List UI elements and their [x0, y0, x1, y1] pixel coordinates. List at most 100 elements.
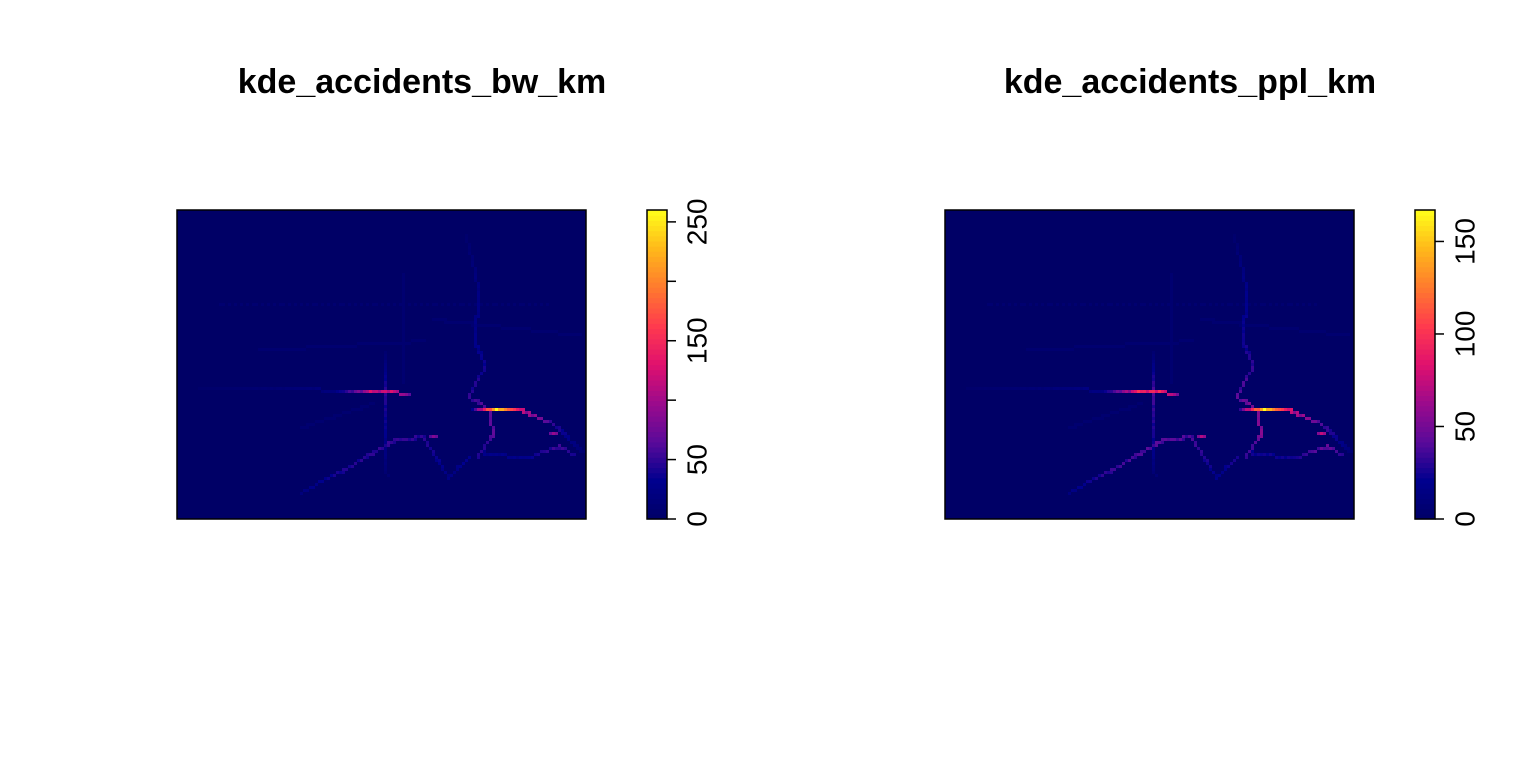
- road-cell: [1326, 444, 1329, 447]
- faint-road-cell: [480, 303, 483, 306]
- legend-band: [647, 503, 667, 510]
- faint-road-cell: [561, 333, 564, 336]
- road-cell: [402, 438, 405, 441]
- legend-band: [1415, 323, 1435, 330]
- faint-road-cell: [1137, 402, 1140, 405]
- faint-road-cell: [1122, 303, 1125, 306]
- faint-road-cell: [576, 333, 579, 336]
- faint-road-cell: [1170, 300, 1173, 303]
- legend-band: [1415, 431, 1435, 438]
- road-cell: [477, 288, 480, 291]
- road-cell: [483, 444, 486, 447]
- road-cell: [1152, 459, 1155, 462]
- road-cell: [1308, 450, 1311, 453]
- faint-road-cell: [1062, 303, 1065, 306]
- legend-band: [647, 472, 667, 479]
- legend-band: [1415, 395, 1435, 402]
- road-cell: [474, 327, 477, 330]
- road-cell: [1152, 357, 1155, 360]
- faint-road-cell: [1242, 303, 1245, 306]
- road-cell: [1299, 456, 1302, 459]
- road-cell: [477, 453, 480, 456]
- road-cell: [342, 390, 345, 393]
- faint-road-cell: [1002, 303, 1005, 306]
- road-cell: [561, 432, 564, 435]
- road-cell: [477, 402, 480, 405]
- road-cell: [1143, 390, 1146, 393]
- faint-road-cell: [402, 330, 405, 333]
- road-cell: [1200, 450, 1203, 453]
- road-cell: [1152, 456, 1155, 459]
- road-cell: [1341, 453, 1344, 456]
- road-cell: [1251, 369, 1254, 372]
- road-cell: [1173, 393, 1176, 396]
- faint-road-cell: [1185, 339, 1188, 342]
- road-cell: [1302, 453, 1305, 456]
- faint-road-cell: [540, 330, 543, 333]
- faint-road-cell: [1290, 327, 1293, 330]
- road-cell: [1242, 270, 1245, 273]
- road-cell: [1248, 372, 1251, 375]
- faint-road-cell: [333, 345, 336, 348]
- road-cell: [1089, 480, 1092, 483]
- plot-frame-2: [944, 209, 1355, 520]
- faint-road-cell: [1170, 312, 1173, 315]
- hotspot-cell: [1290, 408, 1293, 411]
- road-cell: [1077, 486, 1080, 489]
- faint-road-cell: [408, 342, 411, 345]
- faint-road-cell: [1254, 303, 1257, 306]
- road-cell: [1182, 435, 1185, 438]
- road-cell: [390, 390, 393, 393]
- road-cell: [1329, 432, 1332, 435]
- faint-road-cell: [1275, 303, 1278, 306]
- road-cell: [438, 462, 441, 465]
- road-cell: [1245, 303, 1248, 306]
- road-cell: [384, 465, 387, 468]
- road-cell: [1239, 399, 1242, 402]
- road-cell: [531, 414, 534, 417]
- road-cell: [1152, 468, 1155, 471]
- road-cell: [1206, 462, 1209, 465]
- road-cell: [1347, 447, 1350, 450]
- road-cell: [270, 387, 273, 390]
- road-cell: [378, 447, 381, 450]
- faint-road-cell: [1140, 303, 1143, 306]
- road-cell: [573, 453, 576, 456]
- road-cell: [339, 471, 342, 474]
- faint-road-cell: [474, 303, 477, 306]
- road-cell: [474, 381, 477, 384]
- faint-road-cell: [1101, 345, 1104, 348]
- faint-road-cell: [1107, 345, 1110, 348]
- faint-road-cell: [1095, 417, 1098, 420]
- faint-road-cell: [1170, 360, 1173, 363]
- road-cell: [324, 390, 327, 393]
- faint-road-cell: [405, 342, 408, 345]
- road-cell: [474, 333, 477, 336]
- road-cell: [1107, 390, 1110, 393]
- faint-road-cell: [1176, 303, 1179, 306]
- road-cell: [387, 441, 390, 444]
- faint-road-cell: [264, 348, 267, 351]
- faint-road-cell: [1170, 369, 1173, 372]
- road-cell: [1245, 375, 1248, 378]
- road-cell: [1344, 444, 1347, 447]
- faint-road-cell: [1149, 303, 1152, 306]
- road-cell: [1152, 381, 1155, 384]
- road-cell: [1242, 321, 1245, 324]
- legend-band: [647, 266, 667, 273]
- faint-road-cell: [1077, 423, 1080, 426]
- road-cell: [384, 456, 387, 459]
- faint-road-cell: [1077, 345, 1080, 348]
- faint-road-cell: [324, 417, 327, 420]
- faint-road-cell: [1101, 414, 1104, 417]
- road-cell: [1254, 408, 1257, 411]
- faint-road-cell: [321, 420, 324, 423]
- faint-road-cell: [282, 348, 285, 351]
- road-cell: [1254, 453, 1257, 456]
- faint-road-cell: [1170, 285, 1173, 288]
- road-cell: [477, 309, 480, 312]
- faint-road-cell: [1275, 327, 1278, 330]
- road-cell: [513, 456, 516, 459]
- faint-road-cell: [306, 345, 309, 348]
- faint-road-cell: [519, 327, 522, 330]
